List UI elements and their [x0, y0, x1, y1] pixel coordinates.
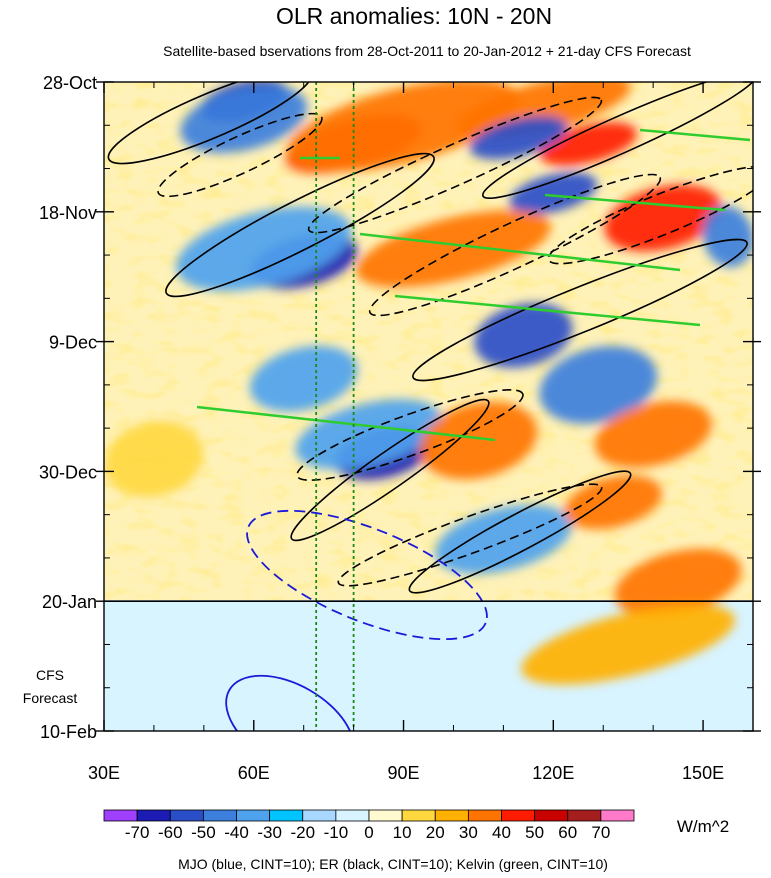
colorbar-swatch — [236, 809, 271, 822]
chart-subtitle: Satellite-based bservations from 28-Oct-… — [163, 43, 691, 59]
er-wave-contour — [481, 82, 753, 199]
colorbar-swatch — [136, 809, 171, 822]
er-wave-contour — [296, 389, 524, 481]
y-axis-ticks: 28-Oct 18-Nov 9-Dec 30-Dec 20-Jan 10-Feb — [39, 73, 761, 742]
anomaly-blob — [564, 475, 663, 530]
anomaly-blob — [455, 82, 631, 140]
forecast-label-line1: CFS — [36, 667, 64, 683]
er-wave-contour — [408, 470, 632, 594]
colorbar-swatch — [202, 809, 237, 822]
x-tick-label: 30E — [88, 763, 120, 783]
er-wave-contour — [307, 96, 603, 234]
colorbar-swatch — [335, 809, 370, 822]
colorbar-label: -10 — [324, 823, 349, 842]
colorbar-swatch — [169, 809, 204, 822]
anomaly-blob — [419, 401, 538, 480]
reference-longitudes — [315, 82, 355, 731]
colorbar-swatch — [434, 809, 469, 822]
colorbar-label: -50 — [191, 823, 216, 842]
anomaly-blob — [356, 210, 551, 288]
colorbar-label: 40 — [492, 823, 511, 842]
anomaly-blob — [614, 548, 742, 617]
colorbar-label: -70 — [125, 823, 150, 842]
colorbar-label: -40 — [224, 823, 249, 842]
y-tick-label: 30-Dec — [39, 462, 97, 482]
anomaly-blob — [249, 345, 358, 412]
anomaly-blob — [104, 421, 204, 497]
kelvin-wave-contour — [196, 405, 496, 442]
wave-contours — [107, 82, 753, 731]
colorbar-label: 10 — [393, 823, 412, 842]
colorbar-swatch — [302, 809, 337, 822]
er-wave-contour — [337, 483, 603, 587]
er-wave-contour — [157, 112, 323, 198]
colorbar-swatch — [103, 809, 138, 822]
colorbar-swatch — [401, 809, 436, 822]
chart-title: OLR anomalies: 10N - 20N — [276, 3, 552, 29]
colorbar-label: 20 — [426, 823, 445, 842]
colorbar-swatch — [534, 809, 569, 822]
er-wave-contour — [290, 398, 490, 542]
plot-area — [104, 82, 753, 731]
anomaly-blob — [509, 172, 598, 215]
colorbar-label: 50 — [525, 823, 544, 842]
x-axis-ticks: 30E 60E 90E 120E 150E — [88, 82, 754, 783]
x-tick-label: 90E — [388, 763, 420, 783]
y-tick-label: 10-Feb — [40, 722, 97, 742]
forecast-label-line2: Forecast — [23, 690, 78, 706]
anomaly-blob — [521, 604, 736, 685]
kelvin-wave-contour — [544, 193, 726, 212]
overlay-caption: MJO (blue, CINT=10); ER (black, CINT=10)… — [178, 856, 608, 872]
x-tick-label: 60E — [238, 763, 270, 783]
er-wave-contour — [107, 82, 313, 165]
x-tick-label: 150E — [682, 763, 724, 783]
anomaly-features — [104, 82, 753, 685]
mjo-wave-contour — [225, 674, 355, 731]
y-tick-label: 9-Dec — [49, 333, 97, 353]
er-wave-contour — [412, 238, 748, 382]
colorbar-label: -20 — [290, 823, 315, 842]
anomaly-blob — [180, 85, 308, 153]
colorbar-label: -30 — [257, 823, 282, 842]
anomaly-blob — [594, 401, 712, 468]
colorbar-label: 30 — [459, 823, 478, 842]
mjo-wave-contour — [246, 509, 488, 641]
colorbar-swatch — [467, 809, 502, 822]
y-tick-label: 28-Oct — [43, 73, 97, 93]
anomaly-blob — [539, 346, 658, 424]
colorbar-label: -60 — [158, 823, 183, 842]
er-wave-contour — [165, 152, 435, 298]
colorbar-swatch — [368, 809, 403, 822]
colorbar-swatch — [269, 809, 304, 822]
colorbar-units: W/m^2 — [677, 817, 729, 836]
y-tick-label: 18-Nov — [39, 203, 97, 223]
anomaly-blob — [295, 399, 442, 470]
colorbar-label: 0 — [364, 823, 373, 842]
colorbar-label: 60 — [558, 823, 577, 842]
y-tick-label: 20-Jan — [42, 592, 97, 612]
colorbar-swatch — [501, 809, 536, 822]
kelvin-wave-contour — [359, 232, 681, 272]
plot-frame — [103, 81, 754, 732]
anomaly-blob — [474, 303, 573, 368]
anomaly-blob — [176, 206, 352, 291]
anomaly-blob — [435, 504, 572, 574]
kelvin-wave-contour — [394, 294, 701, 327]
anomaly-blob — [469, 115, 568, 160]
colorbar-swatch — [600, 809, 635, 822]
kelvin-wave-contour — [639, 128, 751, 142]
anomaly-blob — [286, 82, 521, 172]
colorbar-legend: -70 -60 -50 -40 -30 -20 -10 0 10 20 30 40 50 60 70 — [103, 809, 635, 842]
positive-anomaly-texture — [104, 82, 753, 600]
x-tick-label: 120E — [532, 763, 574, 783]
colorbar-swatch — [567, 809, 602, 822]
colorbar-label: 70 — [591, 823, 610, 842]
